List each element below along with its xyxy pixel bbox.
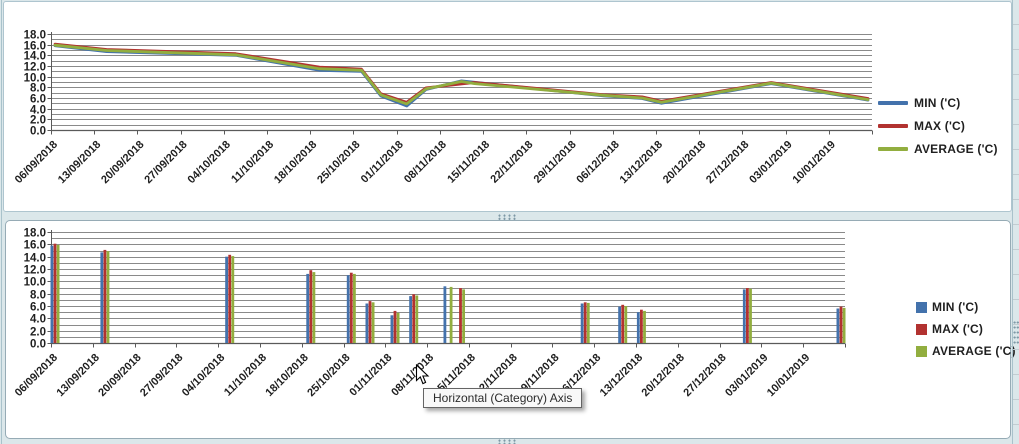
svg-text:13/09/2018: 13/09/2018 bbox=[56, 139, 103, 186]
svg-text:14.0: 14.0 bbox=[24, 253, 46, 265]
svg-text:2.0: 2.0 bbox=[30, 327, 46, 339]
svg-text:27/09/2018: 27/09/2018 bbox=[142, 139, 189, 186]
svg-text:18/10/2018: 18/10/2018 bbox=[272, 139, 319, 186]
bar-chart-gridlines bbox=[51, 232, 845, 338]
legend-label-max: MAX ('C) bbox=[914, 119, 966, 133]
svg-text:6.0: 6.0 bbox=[30, 94, 46, 106]
line-chart-group: 18.016.014.012.010.08.06.04.02.00.006/09… bbox=[13, 30, 873, 186]
svg-text:27/09/2018: 27/09/2018 bbox=[138, 352, 185, 399]
axis-tooltip-text: Horizontal (Category) Axis bbox=[433, 391, 573, 405]
min-series-line-swatch-icon bbox=[878, 101, 908, 105]
line-chart-x-labels: 06/09/201813/09/201820/09/201827/09/2018… bbox=[13, 139, 838, 186]
line-chart-gridlines bbox=[51, 34, 872, 126]
svg-text:10.0: 10.0 bbox=[24, 277, 46, 289]
series-MAX ('C)[interactable] bbox=[53, 243, 843, 343]
svg-text:27/12/2018: 27/12/2018 bbox=[704, 139, 751, 186]
svg-text:08/11/2018: 08/11/2018 bbox=[402, 139, 449, 186]
bar-chart-y-axis[interactable]: 18.016.014.012.010.08.06.04.02.00.0 bbox=[24, 228, 52, 351]
svg-text:16.0: 16.0 bbox=[24, 240, 46, 252]
line-chart-y-axis[interactable]: 18.016.014.012.010.08.06.04.02.00.0 bbox=[24, 30, 52, 138]
legend-item-average[interactable]: AVERAGE ('C) bbox=[916, 344, 1016, 358]
worksheet-left-edge bbox=[0, 0, 2, 444]
legend-label-average: AVERAGE ('C) bbox=[932, 344, 1016, 358]
svg-text:01/11/2018: 01/11/2018 bbox=[359, 139, 406, 186]
svg-text:22/11/2018: 22/11/2018 bbox=[488, 139, 535, 186]
svg-text:0.0: 0.0 bbox=[30, 339, 46, 351]
svg-text:8.0: 8.0 bbox=[30, 83, 46, 95]
legend-item-average[interactable]: AVERAGE ('C) bbox=[878, 142, 998, 156]
svg-text:06/09/2018: 06/09/2018 bbox=[13, 139, 60, 186]
svg-text:06/09/2018: 06/09/2018 bbox=[13, 352, 60, 399]
average-series-line-swatch-icon bbox=[878, 147, 908, 151]
svg-text:15/11/2018: 15/11/2018 bbox=[445, 139, 492, 186]
svg-text:03/01/2019: 03/01/2019 bbox=[747, 139, 794, 186]
bar-chart-resize-handle-icon[interactable] bbox=[497, 439, 517, 444]
svg-text:06/12/2018: 06/12/2018 bbox=[574, 139, 621, 186]
bar-chart-legend[interactable]: MIN ('C) MAX ('C) AVERAGE ('C) bbox=[916, 300, 1016, 366]
bar-chart-series[interactable] bbox=[50, 243, 846, 344]
max-series-line-swatch-icon bbox=[878, 124, 908, 128]
svg-text:11/10/2018: 11/10/2018 bbox=[229, 139, 276, 186]
svg-text:2.0: 2.0 bbox=[30, 115, 46, 127]
bar-chart-x-axis[interactable] bbox=[51, 342, 846, 348]
svg-text:18.0: 18.0 bbox=[24, 30, 46, 42]
svg-text:20/12/2018: 20/12/2018 bbox=[640, 352, 687, 399]
legend-label-min: MIN ('C) bbox=[932, 300, 979, 314]
svg-text:25/10/2018: 25/10/2018 bbox=[305, 352, 352, 399]
worksheet-right-edge bbox=[1012, 0, 1019, 444]
svg-text:4.0: 4.0 bbox=[30, 314, 46, 326]
svg-text:04/10/2018: 04/10/2018 bbox=[180, 352, 227, 399]
line-chart-resize-handle-icon[interactable] bbox=[497, 214, 517, 220]
svg-text:0.0: 0.0 bbox=[30, 126, 46, 138]
svg-text:20/09/2018: 20/09/2018 bbox=[99, 139, 146, 186]
svg-text:27/12/2018: 27/12/2018 bbox=[681, 352, 728, 399]
bar-chart-x-labels: 06/09/201813/09/201820/09/201827/09/2018… bbox=[13, 352, 813, 399]
svg-text:10/01/2019: 10/01/2019 bbox=[765, 352, 812, 399]
svg-text:10.0: 10.0 bbox=[24, 73, 46, 85]
svg-text:01/11/2018: 01/11/2018 bbox=[347, 352, 394, 399]
svg-text:12.0: 12.0 bbox=[24, 265, 46, 277]
line-chart-x-axis[interactable] bbox=[51, 129, 873, 135]
svg-text:12.0: 12.0 bbox=[24, 62, 46, 74]
bar-chart-side-resize-handle-icon[interactable] bbox=[1013, 320, 1019, 346]
svg-text:13/12/2018: 13/12/2018 bbox=[618, 139, 665, 186]
legend-item-max[interactable]: MAX ('C) bbox=[916, 322, 1016, 336]
axis-tooltip: Horizontal (Category) Axis bbox=[423, 388, 583, 408]
svg-text:14.0: 14.0 bbox=[24, 51, 46, 63]
svg-text:03/01/2019: 03/01/2019 bbox=[723, 352, 770, 399]
svg-text:25/10/2018: 25/10/2018 bbox=[315, 139, 362, 186]
line-chart-legend[interactable]: MIN ('C) MAX ('C) AVERAGE ('C) bbox=[878, 96, 998, 165]
svg-text:8.0: 8.0 bbox=[30, 290, 46, 302]
legend-item-min[interactable]: MIN ('C) bbox=[916, 300, 1016, 314]
svg-text:18/10/2018: 18/10/2018 bbox=[263, 352, 310, 399]
line-chart-series[interactable] bbox=[53, 42, 870, 108]
mouse-cursor-icon bbox=[415, 364, 430, 385]
svg-text:29/11/2018: 29/11/2018 bbox=[532, 139, 579, 186]
legend-item-min[interactable]: MIN ('C) bbox=[878, 96, 998, 110]
min-series-square-swatch-icon bbox=[916, 301, 927, 313]
max-series-square-swatch-icon bbox=[916, 323, 927, 335]
svg-text:18.0: 18.0 bbox=[24, 228, 46, 240]
legend-item-max[interactable]: MAX ('C) bbox=[878, 119, 998, 133]
svg-text:16.0: 16.0 bbox=[24, 41, 46, 53]
legend-label-min: MIN ('C) bbox=[914, 96, 961, 110]
svg-text:13/09/2018: 13/09/2018 bbox=[54, 352, 101, 399]
svg-text:04/10/2018: 04/10/2018 bbox=[186, 139, 233, 186]
svg-text:20/12/2018: 20/12/2018 bbox=[661, 139, 708, 186]
series-AVERAGE ('C)[interactable] bbox=[56, 244, 846, 343]
svg-text:13/12/2018: 13/12/2018 bbox=[598, 352, 645, 399]
legend-label-average: AVERAGE ('C) bbox=[914, 142, 998, 156]
legend-label-max: MAX ('C) bbox=[932, 322, 984, 336]
svg-text:10/01/2019: 10/01/2019 bbox=[790, 139, 837, 186]
series-MIN ('C)[interactable] bbox=[50, 245, 840, 344]
svg-text:6.0: 6.0 bbox=[30, 302, 46, 314]
svg-text:4.0: 4.0 bbox=[30, 105, 46, 117]
bar-chart-plot-area[interactable] bbox=[51, 230, 845, 343]
average-series-square-swatch-icon bbox=[916, 345, 927, 357]
svg-text:11/10/2018: 11/10/2018 bbox=[222, 352, 269, 399]
svg-text:20/09/2018: 20/09/2018 bbox=[96, 352, 143, 399]
series-AVERAGE ('C)[interactable] bbox=[53, 43, 870, 106]
